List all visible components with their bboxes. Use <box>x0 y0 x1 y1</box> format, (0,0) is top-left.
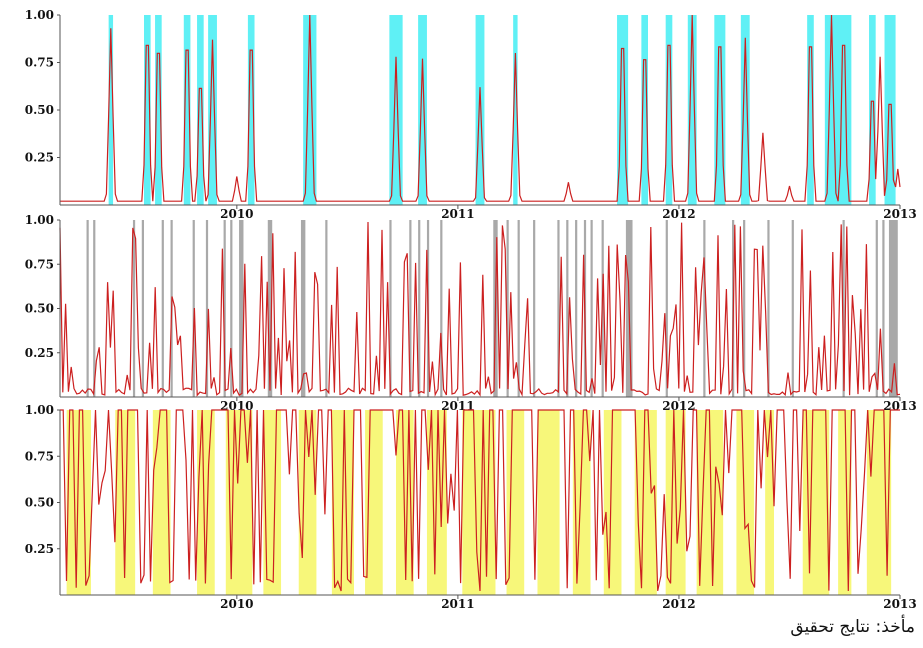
highlight-band <box>566 220 569 397</box>
highlight-band <box>714 15 726 205</box>
y-tick-label: 1.00 <box>25 8 54 22</box>
highlight-band <box>197 410 215 595</box>
x-tick-label: 2012 <box>662 399 695 413</box>
highlight-band <box>807 15 814 205</box>
highlight-band <box>389 15 403 205</box>
highlight-band <box>389 220 392 397</box>
highlight-band <box>298 410 317 595</box>
y-tick-label: 0.50 <box>25 302 54 316</box>
highlight-band <box>115 410 136 595</box>
highlight-band <box>537 410 560 595</box>
highlight-band <box>703 220 706 397</box>
source-caption: مأخذ: نتايج تحقيق <box>790 617 915 637</box>
highlight-band <box>513 15 518 205</box>
highlight-band <box>132 220 136 397</box>
x-tick-label: 2012 <box>662 597 695 611</box>
highlight-band <box>842 220 845 397</box>
highlight-band <box>765 410 774 595</box>
highlight-band <box>603 410 622 595</box>
highlight-band <box>884 15 896 205</box>
highlight-band <box>247 15 255 205</box>
highlight-band <box>183 15 191 205</box>
highlight-band <box>197 15 204 205</box>
highlight-band <box>475 15 485 205</box>
highlight-band <box>440 220 443 397</box>
highlight-band <box>230 220 233 397</box>
highlight-band <box>740 15 750 205</box>
x-tick-label: 2013 <box>883 207 916 221</box>
highlight-band <box>205 220 209 397</box>
highlight-band <box>869 15 876 205</box>
highlight-band <box>155 15 162 205</box>
highlight-band <box>144 15 151 205</box>
highlight-band <box>152 410 171 595</box>
highlight-band <box>263 410 282 595</box>
y-tick-label: 0.75 <box>25 56 54 70</box>
y-tick-label: 0.75 <box>25 449 54 463</box>
highlight-band <box>888 220 898 397</box>
highlight-band <box>239 220 244 397</box>
y-tick-label: 0.25 <box>25 346 54 360</box>
highlight-band <box>300 220 306 397</box>
highlight-band <box>506 220 509 397</box>
highlight-band <box>517 220 520 397</box>
highlight-band <box>572 410 591 595</box>
y-tick-label: 0.50 <box>25 103 54 117</box>
y-tick-label: 1.00 <box>25 403 54 417</box>
highlight-band <box>557 220 560 397</box>
y-tick-label: 0.25 <box>25 151 54 165</box>
highlight-band <box>767 220 770 397</box>
highlight-band <box>108 15 114 205</box>
y-tick-label: 0.75 <box>25 257 54 271</box>
highlight-band <box>161 220 164 397</box>
highlight-band <box>365 410 383 595</box>
x-tick-label: 2010 <box>220 207 253 221</box>
highlight-band <box>791 220 794 397</box>
highlight-band <box>665 220 668 397</box>
highlight-band <box>93 220 96 397</box>
highlight-band <box>86 220 89 397</box>
highlight-band <box>736 410 755 595</box>
x-tick-label: 2011 <box>441 597 474 611</box>
highlight-band <box>409 220 412 397</box>
y-tick-label: 0.25 <box>25 542 54 556</box>
highlight-band <box>882 220 885 397</box>
series-line <box>59 221 901 397</box>
chart-panel-top: 0.25 0.50 0.75 1.00 2010 2011 2012 2013 <box>25 8 917 221</box>
highlight-band <box>325 220 328 397</box>
highlight-band <box>208 15 217 205</box>
highlight-band <box>665 15 673 205</box>
y-tick-label: 0.50 <box>25 496 54 510</box>
highlight-band <box>575 220 578 397</box>
series-line <box>60 409 900 592</box>
highlight-band <box>634 410 657 595</box>
x-tick-label: 2011 <box>441 207 474 221</box>
highlight-band <box>418 15 427 205</box>
x-tick-label: 2013 <box>883 597 916 611</box>
series-line <box>60 14 901 202</box>
y-tick-label: 1.00 <box>25 213 54 227</box>
highlight-band <box>641 15 648 205</box>
highlight-band <box>687 15 697 205</box>
highlight-band <box>303 15 317 205</box>
highlight-band <box>533 220 536 397</box>
highlight-band <box>462 410 496 595</box>
x-tick-label: 2012 <box>662 207 695 221</box>
highlight-band <box>223 220 226 397</box>
highlight-band <box>267 220 273 397</box>
chart-panel-bottom: 0.25 0.50 0.75 1.00 2010 2011 2012 2013 <box>25 403 917 611</box>
highlight-band <box>590 220 593 397</box>
highlight-band <box>418 220 421 397</box>
x-tick-label: 2010 <box>220 597 253 611</box>
highlight-band <box>743 220 746 397</box>
highlight-band <box>141 220 144 397</box>
highlight-band <box>875 220 878 397</box>
highlight-band <box>192 220 195 397</box>
highlight-band <box>617 15 629 205</box>
